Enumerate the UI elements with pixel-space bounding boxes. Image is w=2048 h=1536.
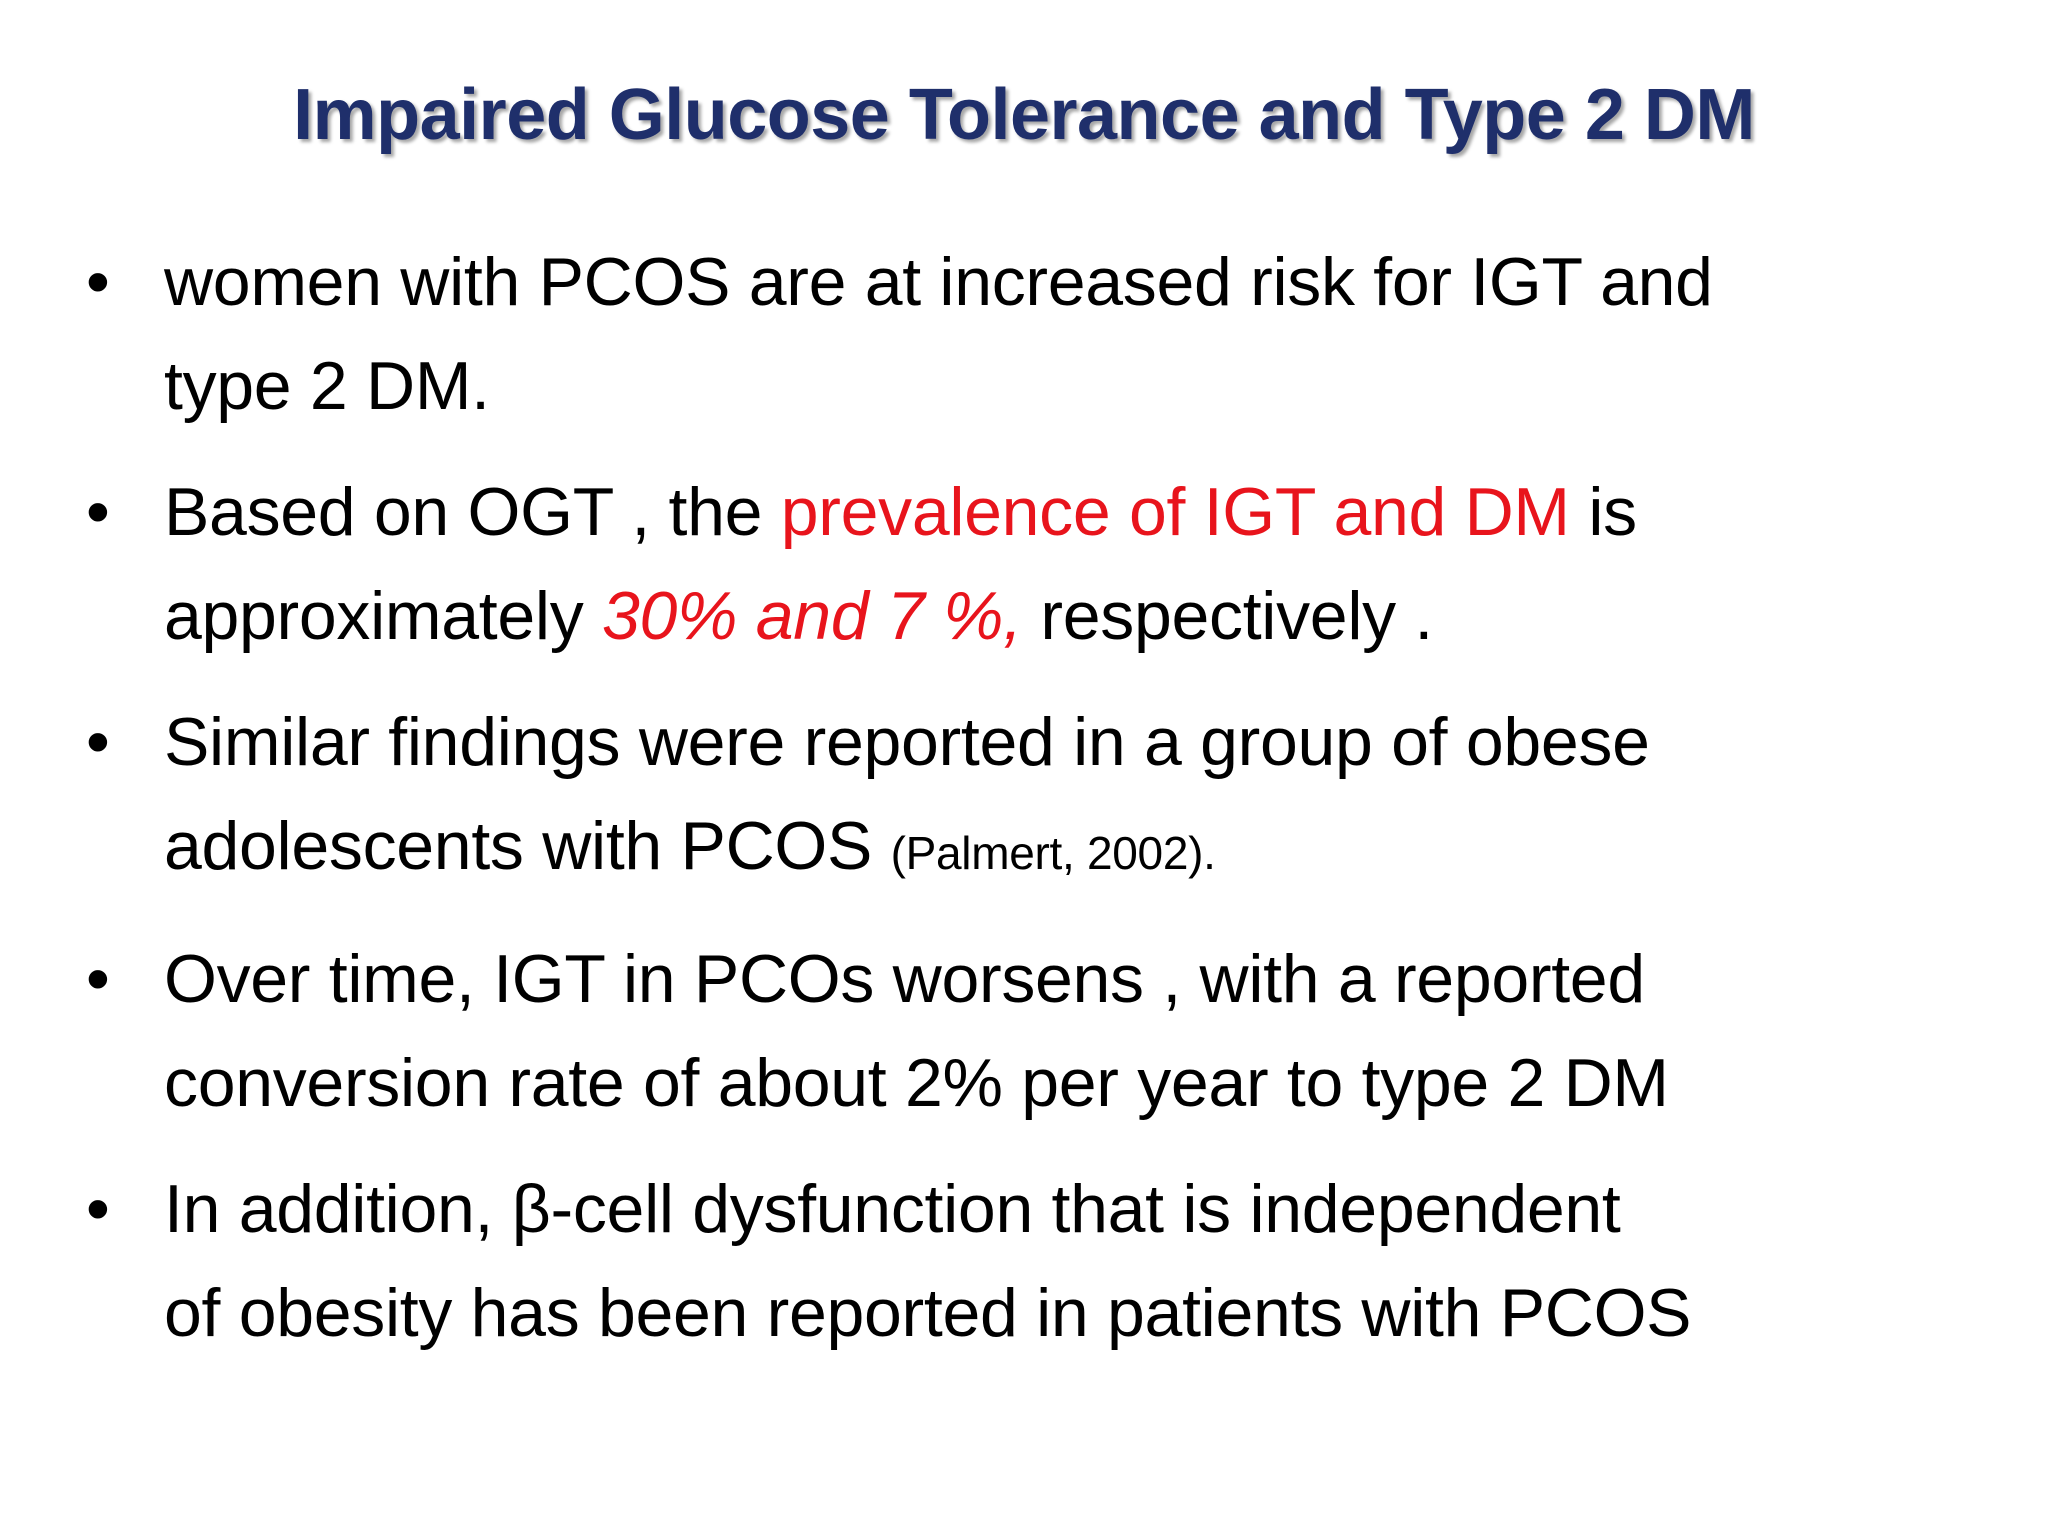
bullet-item-2: • Based on OGT , the prevalence of IGT a… — [0, 460, 2048, 668]
bullet-text-segment: respectively . — [1021, 578, 1434, 654]
bullet-text: Based on OGT , the prevalence of IGT and… — [164, 460, 1994, 668]
bullet-item-1: • women with PCOS are at increased risk … — [0, 230, 2048, 438]
bullet-text: In addition, β-cell dysfunction that is … — [164, 1157, 1994, 1365]
bullet-text-segment: Based on OGT , the — [164, 474, 781, 550]
bullet-text: Similar findings were reported in a grou… — [164, 690, 1994, 905]
highlighted-text: prevalence of IGT and DM — [780, 474, 1570, 550]
bullet-line: In addition, β-cell dysfunction that is … — [164, 1171, 1621, 1247]
bullet-list: • women with PCOS are at increased risk … — [0, 230, 2048, 1387]
bullet-line: women with PCOS are at increased risk fo… — [164, 244, 1713, 320]
bullet-text-segment: approximately — [164, 578, 602, 654]
bullet-dot-icon: • — [86, 1171, 110, 1247]
bullet-item-4: • Over time, IGT in PCOs worsens , with … — [0, 927, 2048, 1135]
bullet-item-5: • In addition, β-cell dysfunction that i… — [0, 1157, 2048, 1365]
bullet-dot-icon: • — [86, 244, 110, 320]
bullet-line: of obesity has been reported in patients… — [164, 1275, 1692, 1351]
bullet-text-segment: adolescents with PCOS — [164, 808, 891, 884]
bullet-dot-icon: • — [86, 941, 110, 1017]
slide-title: Impaired Glucose Tolerance and Type 2 DM — [293, 75, 1755, 155]
citation: (Palmert, 2002). — [890, 827, 1216, 879]
bullet-line: Over time, IGT in PCOs worsens , with a … — [164, 941, 1645, 1017]
bullet-line: Similar findings were reported in a grou… — [164, 704, 1650, 780]
bullet-text: women with PCOS are at increased risk fo… — [164, 230, 1994, 438]
bullet-line: type 2 DM. — [164, 348, 490, 424]
bullet-text-segment: is — [1569, 474, 1637, 550]
bullet-dot-icon: • — [86, 474, 110, 550]
highlighted-percentages: 30% and 7 %, — [602, 578, 1022, 654]
bullet-item-3: • Similar findings were reported in a gr… — [0, 690, 2048, 905]
bullet-text: Over time, IGT in PCOs worsens , with a … — [164, 927, 1994, 1135]
bullet-line: conversion rate of about 2% per year to … — [164, 1045, 1669, 1121]
bullet-dot-icon: • — [86, 704, 110, 780]
